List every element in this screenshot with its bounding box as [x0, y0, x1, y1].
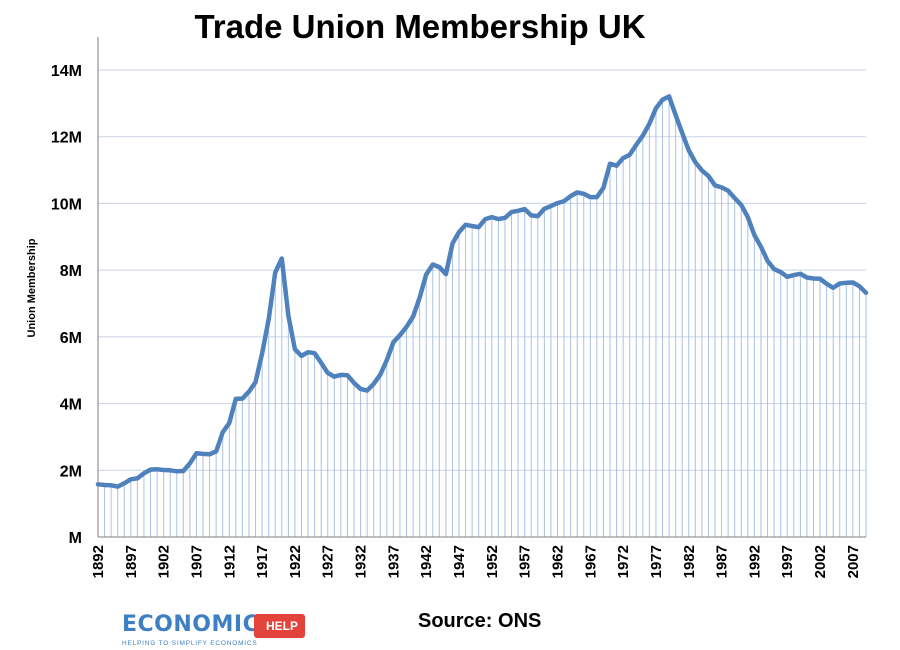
x-tick-label: 1987	[714, 545, 731, 578]
y-tick-label: 6M	[60, 330, 82, 347]
x-tick-label: 1912	[221, 545, 238, 578]
x-tick-label: 1952	[484, 545, 501, 578]
logo-tagline: HELPING TO SIMPLIFY ECONOMICS	[122, 640, 258, 647]
x-tick-label: 1977	[648, 545, 665, 578]
x-tick-label: 1967	[582, 545, 599, 578]
x-tick-label: 1947	[451, 545, 468, 578]
axes	[97, 37, 866, 538]
y-axis-label: Union Membership	[26, 238, 38, 337]
x-tick-label: 1992	[746, 545, 763, 578]
y-tick-label: 8M	[60, 263, 82, 280]
x-tick-label: 1917	[254, 545, 271, 578]
logo-help-tag: HELP	[254, 614, 306, 638]
x-tick-label: 1957	[517, 545, 534, 578]
series-line	[95, 94, 869, 489]
x-tick-label: 1932	[353, 545, 370, 578]
source-note: Source: ONS	[418, 610, 542, 632]
x-tick-label: 1982	[681, 545, 698, 578]
x-tick-labels: 1892 1897 1902 1907 1912 1917 1922 1927 1932 1937…	[90, 545, 862, 578]
y-tick-label: M	[69, 530, 82, 547]
y-tick-label: 4M	[60, 397, 82, 414]
y-tick-label: 14M	[51, 63, 82, 80]
series	[95, 94, 869, 489]
economics-help-logo: ECONOMICS HELP HELPING TO SIMPLIFY ECONO…	[122, 612, 312, 648]
x-tick-label: 1937	[385, 545, 402, 578]
x-tick-label: 1892	[90, 545, 107, 578]
x-tick-label: 1997	[779, 545, 796, 578]
logo-word: ECONOMICS	[122, 612, 276, 637]
chart-title: Trade Union Membership UK	[194, 8, 646, 45]
x-tick-label: 2002	[812, 545, 829, 578]
x-tick-label: 1972	[615, 545, 632, 578]
x-tick-label: 1907	[188, 545, 205, 578]
gridlines	[98, 69, 866, 471]
x-tick-label: 1962	[549, 545, 566, 578]
x-tick-label: 1942	[418, 545, 435, 578]
y-tick-label: 2M	[60, 463, 82, 480]
x-tick-label: 1927	[320, 545, 337, 578]
x-tick-label: 2007	[845, 545, 862, 578]
x-tick-label: 1902	[156, 545, 173, 578]
y-tick-labels: M 2M 4M 6M 8M 10M 12M 14M	[51, 63, 82, 547]
x-tick-label: 1897	[123, 545, 140, 578]
y-tick-label: 12M	[51, 130, 82, 147]
x-tick-label: 1922	[287, 545, 304, 578]
drop-lines	[97, 96, 867, 537]
y-tick-label: 10M	[51, 196, 82, 213]
